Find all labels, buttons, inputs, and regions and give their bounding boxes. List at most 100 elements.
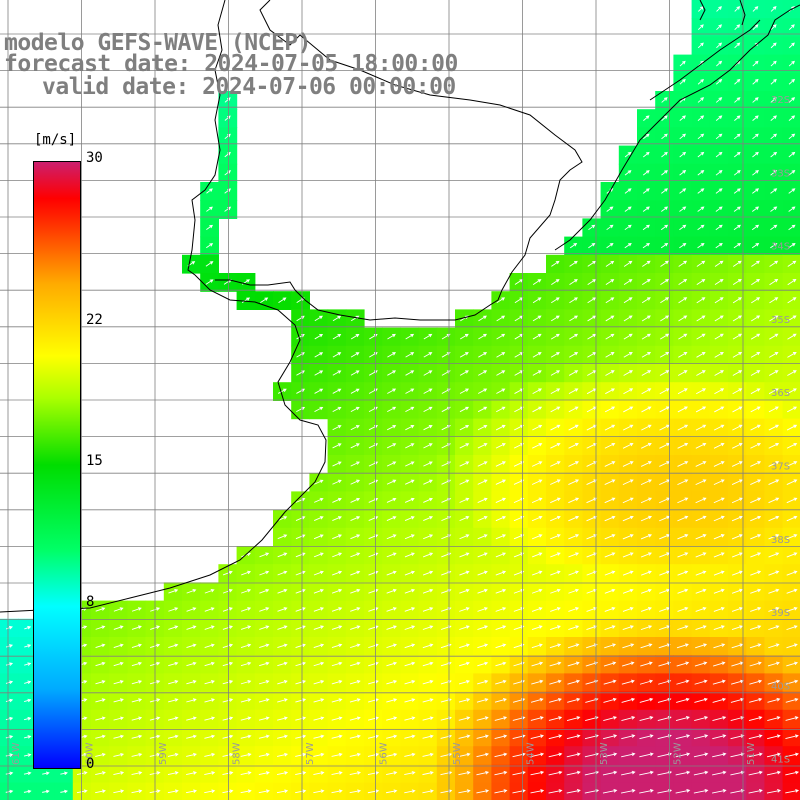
wind-arrow xyxy=(750,479,762,485)
wind-arrow xyxy=(531,588,543,594)
wind-arrow xyxy=(693,734,709,740)
wind-arrow xyxy=(677,534,689,540)
wind-arrow xyxy=(602,752,618,758)
longitude-label: 57W xyxy=(305,742,316,765)
wind-arrow xyxy=(770,60,777,67)
wind-arrow xyxy=(696,352,706,358)
wind-arrow xyxy=(678,333,688,340)
wind-arrow xyxy=(405,333,415,340)
wind-arrow xyxy=(604,570,616,576)
wind-arrow xyxy=(732,442,743,449)
wind-arrow xyxy=(422,771,434,776)
wind-arrow xyxy=(167,752,179,757)
wind-arrow xyxy=(621,734,636,740)
wind-arrow xyxy=(549,643,562,649)
wind-arrow xyxy=(640,661,653,667)
wind-arrow xyxy=(167,734,179,739)
wind-arrow xyxy=(477,588,488,594)
wind-arrow xyxy=(404,570,415,576)
wind-arrow xyxy=(767,697,781,703)
wind-arrow xyxy=(752,6,759,12)
wind-arrow xyxy=(787,315,797,322)
wind-arrow xyxy=(131,716,143,721)
wind-arrow xyxy=(713,497,725,504)
longitude-label: 55W xyxy=(452,742,463,765)
wind-arrow xyxy=(551,279,560,285)
wind-arrow xyxy=(550,588,561,594)
wind-arrow xyxy=(113,734,125,739)
wind-arrow xyxy=(749,697,763,703)
wind-arrow xyxy=(568,497,580,504)
wind-arrow xyxy=(604,479,616,485)
wind-arrow xyxy=(477,552,488,558)
wind-arrow xyxy=(23,735,32,739)
wind-arrow xyxy=(440,771,453,776)
coastline xyxy=(0,0,800,613)
wind-arrow xyxy=(623,315,633,322)
wind-arrow xyxy=(640,515,653,522)
longitude-label: 61W xyxy=(11,742,22,765)
wind-arrow xyxy=(495,515,507,522)
wind-arrow xyxy=(204,661,215,667)
wind-arrow xyxy=(731,625,744,631)
wind-arrow xyxy=(751,278,761,286)
wind-arrow xyxy=(186,607,197,612)
wind-arrow xyxy=(548,734,563,740)
wind-arrow xyxy=(24,644,32,648)
wind-arrow xyxy=(496,297,506,304)
wind-arrow xyxy=(549,697,562,703)
wind-arrow xyxy=(750,534,762,540)
wind-arrow xyxy=(622,552,634,558)
wind-arrow xyxy=(569,333,579,340)
wind-arrow xyxy=(241,607,252,612)
wind-arrow xyxy=(277,570,288,576)
wind-arrow xyxy=(204,625,215,630)
wind-arrow xyxy=(639,697,654,703)
wind-arrow xyxy=(658,661,672,667)
wind-arrow xyxy=(422,625,434,630)
wind-arrow xyxy=(750,370,761,376)
wind-arrow xyxy=(696,260,706,267)
wind-arrow xyxy=(295,752,307,757)
wind-arrow xyxy=(715,242,723,249)
wind-arrow xyxy=(750,570,762,576)
wind-arrow xyxy=(733,242,742,249)
wind-arrow xyxy=(788,206,796,212)
wind-arrow xyxy=(661,170,668,176)
wind-arrow xyxy=(734,6,741,12)
wind-arrow xyxy=(206,188,213,194)
wind-arrow xyxy=(641,352,652,358)
wind-arrow xyxy=(295,661,306,667)
wind-arrow xyxy=(530,770,545,776)
wind-arrow xyxy=(278,297,287,303)
wind-arrow xyxy=(788,115,796,121)
wind-arrow xyxy=(350,388,360,394)
wind-arrow xyxy=(24,698,32,703)
wind-arrow xyxy=(295,497,306,503)
wind-arrow xyxy=(258,716,270,721)
wind-arrow xyxy=(622,534,634,540)
wind-arrow xyxy=(695,643,708,649)
wind-arrow xyxy=(786,497,798,504)
wind-arrow xyxy=(259,625,270,630)
wind-arrow xyxy=(587,279,597,285)
wind-arrow xyxy=(733,206,741,212)
wind-arrow xyxy=(766,789,781,794)
wind-arrow xyxy=(733,224,741,231)
wind-arrow xyxy=(95,771,106,775)
wind-arrow xyxy=(95,607,106,612)
wind-arrow xyxy=(514,406,524,413)
wind-arrow xyxy=(313,516,324,521)
wind-arrow xyxy=(731,461,743,467)
wind-arrow xyxy=(658,679,672,685)
wind-arrow xyxy=(331,588,343,594)
wind-arrow xyxy=(751,206,760,212)
latitude-label: 32S xyxy=(771,95,790,106)
wind-arrow xyxy=(168,607,179,612)
wind-arrow xyxy=(531,643,543,649)
wind-arrow xyxy=(769,278,779,286)
wind-arrow xyxy=(679,78,686,85)
wind-arrow xyxy=(714,352,724,358)
wind-arrow xyxy=(602,789,618,794)
wind-arrow xyxy=(676,661,690,667)
